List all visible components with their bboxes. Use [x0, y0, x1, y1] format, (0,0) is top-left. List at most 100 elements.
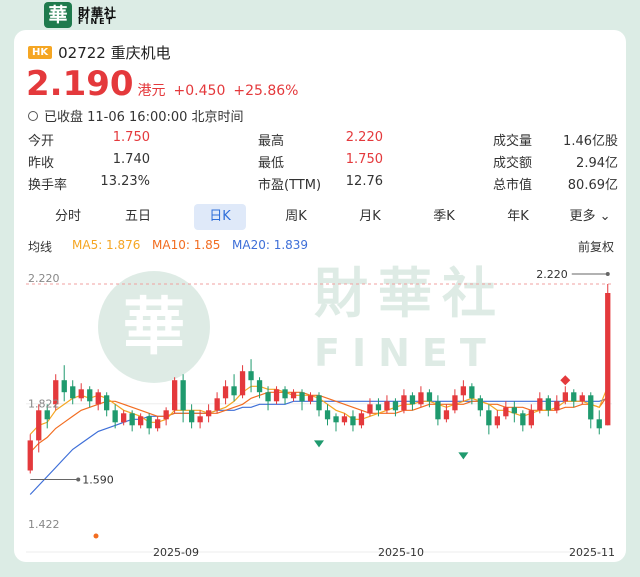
- candle: [341, 413, 348, 426]
- market-badge: HK: [28, 45, 53, 59]
- candle: [333, 413, 339, 432]
- candle: [545, 395, 551, 417]
- candle: [112, 404, 118, 429]
- stat-label: 换手率: [28, 178, 68, 193]
- stat-label: 总市值: [493, 178, 533, 193]
- tab-label: 五日: [124, 209, 151, 224]
- ma10-value: MA10: 1.85: [152, 238, 221, 252]
- last-price: 2.190: [26, 64, 134, 104]
- candle: [189, 404, 195, 429]
- candle: [95, 389, 101, 411]
- tab-label: 更多: [569, 209, 596, 224]
- x-tick-label: 2025-10: [378, 546, 424, 559]
- stat-value: 1.750: [112, 130, 150, 145]
- tab-3[interactable]: 周K: [270, 204, 322, 230]
- stat-item: 总市值 80.69亿: [28, 174, 618, 194]
- sell-signal-marker: [314, 440, 324, 448]
- candle: [231, 374, 237, 402]
- tab-6[interactable]: 年K: [492, 204, 544, 230]
- price-change-pct: +25.86%: [233, 83, 299, 99]
- stat-value: 80.69亿: [567, 178, 618, 193]
- candle: [469, 383, 475, 405]
- stat-value: 2.94亿: [576, 156, 618, 171]
- tab-0[interactable]: 分时: [42, 204, 94, 230]
- stat-label: 最高: [258, 134, 285, 149]
- stat-value: 12.76: [345, 174, 383, 189]
- price-row: 2.190 港元 +0.450 +25.86%: [26, 64, 298, 104]
- stat-item: 市盈(TTM) 12.76: [28, 174, 618, 194]
- candle: [605, 284, 611, 426]
- candle: [180, 374, 186, 423]
- candle: [163, 407, 169, 426]
- tab-5[interactable]: 季K: [418, 204, 470, 230]
- tab-7[interactable]: 更多 ⌄: [564, 204, 616, 230]
- stat-item: 成交额 2.94亿: [28, 152, 618, 172]
- buy-signal-marker: [560, 375, 571, 386]
- candle: [155, 416, 161, 432]
- candle: [579, 392, 585, 405]
- candle: [562, 386, 568, 405]
- quote-card: HK 02722 重庆机电 2.190 港元 +0.450 +25.86% 已收…: [14, 30, 626, 562]
- candle: [265, 386, 271, 411]
- stat-label: 市盈(TTM): [258, 178, 322, 193]
- ma5-value: MA5: 1.876: [72, 238, 141, 252]
- candle: [61, 365, 67, 402]
- candle: [375, 398, 382, 417]
- candle: [350, 410, 356, 432]
- stat-value: 1.46亿股: [563, 134, 618, 149]
- candle: [452, 389, 458, 414]
- candle: [401, 389, 407, 414]
- stat-item: 成交量 1.46亿股: [28, 130, 618, 150]
- candle: [520, 410, 526, 432]
- brand-name-cn: 財華社: [78, 6, 118, 20]
- tab-label: 分时: [54, 209, 81, 224]
- candle: [367, 398, 373, 417]
- market-status: 已收盘 11-06 16:00:00 北京时间: [28, 106, 244, 125]
- x-tick-label: 2025-11: [569, 546, 615, 559]
- adjust-mode[interactable]: 前复权: [578, 240, 615, 254]
- candle: [214, 392, 220, 414]
- tab-label: 年K: [507, 209, 529, 224]
- candle: [554, 395, 560, 414]
- stat-value: 1.740: [112, 152, 150, 167]
- stat-item: 昨收 1.740: [28, 152, 618, 172]
- candle: [172, 377, 178, 414]
- stat-value: 2.220: [345, 130, 383, 145]
- candle: [282, 386, 288, 405]
- market-status-text: 已收盘 11-06 16:00:00 北京时间: [44, 110, 244, 125]
- watermark-name-cn: 財華社: [314, 262, 506, 325]
- sell-signal-marker: [458, 452, 469, 460]
- stat-label: 成交额: [493, 156, 533, 171]
- tab-label: 周K: [285, 209, 307, 224]
- candle: [44, 404, 50, 429]
- candle: [528, 404, 534, 429]
- stock-title: HK 02722 重庆机电: [28, 42, 171, 62]
- candle: [571, 389, 577, 408]
- high-annotation-dot: [605, 272, 610, 276]
- finet-logo: 華: [44, 2, 72, 28]
- clock-icon: [28, 110, 38, 121]
- candle: [596, 410, 602, 435]
- candlestick-chart[interactable]: 華 財華社 FINET 2.220 1.822 1.422 2.220 1.590 202…: [14, 262, 626, 562]
- tab-2[interactable]: 日K: [194, 204, 246, 230]
- ma20-value: MA20: 1.839: [232, 238, 309, 252]
- candle: [129, 410, 135, 432]
- stat-item: 今开 1.750: [28, 130, 618, 150]
- stock-code-name: 02722 重庆机电: [58, 43, 171, 62]
- candle: [146, 413, 152, 435]
- stat-value: 13.23%: [100, 174, 150, 189]
- candle: [409, 392, 416, 411]
- candle: [239, 365, 246, 399]
- candle: [418, 386, 424, 408]
- candle: [53, 374, 59, 411]
- stat-item: 最低 1.750: [28, 152, 618, 172]
- tab-1[interactable]: 五日: [112, 204, 164, 230]
- y-label-top: 2.220: [28, 272, 60, 285]
- tab-4[interactable]: 月K: [344, 204, 396, 230]
- stat-label: 成交量: [493, 134, 533, 149]
- tab-label: 日K: [209, 209, 231, 224]
- candle: [503, 401, 509, 420]
- candle: [104, 392, 110, 417]
- price-change: +0.450: [173, 83, 226, 99]
- candle: [290, 389, 297, 402]
